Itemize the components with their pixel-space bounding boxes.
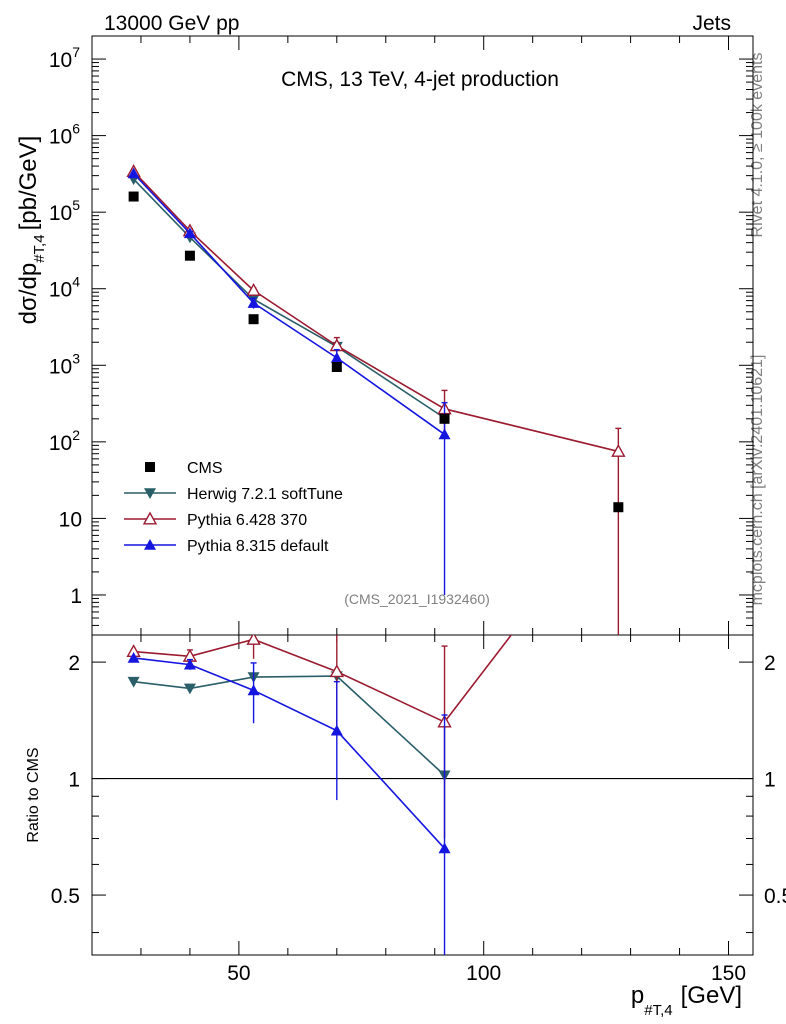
ratio-point-herwig-7-2-1-softtune: [183, 683, 196, 695]
x-tick-label: 150: [711, 962, 746, 985]
point-pythia-8-315-default: [330, 351, 343, 363]
legend-label-pythia-6-428-370: Pythia 6.428 370: [187, 512, 307, 529]
legend-marker-pythia-6-428-370: [142, 511, 158, 525]
point-pythia-8-315-default: [438, 428, 451, 440]
ratio-line-herwig-7-2-1-softtune: [133, 675, 446, 776]
header-right: Jets: [692, 12, 731, 35]
y-tick-label: 106: [49, 121, 80, 149]
rivet-label: Rivet 4.1.0, ≥ 100k events: [749, 53, 766, 238]
legend-label-cms: CMS: [187, 460, 223, 477]
chart-title: CMS, 13 TeV, 4-jet production: [281, 68, 559, 91]
ratio-point-pythia-8-315-default: [127, 651, 140, 663]
ratio-point-pythia-8-315-default: [330, 724, 343, 736]
y-tick-label: 105: [49, 197, 80, 225]
point-pythia-6-428-370: [246, 282, 261, 296]
point-cms: [331, 361, 342, 372]
point-cms: [128, 191, 139, 202]
header-left: 13000 GeV pp: [104, 12, 239, 35]
ratio-point-pythia-8-315-default: [247, 684, 260, 696]
y-tick-label: 103: [49, 350, 80, 378]
ratio-point-herwig-7-2-1-softtune: [127, 676, 140, 688]
y-tick-label: 1: [70, 585, 82, 608]
point-cms: [613, 502, 624, 513]
y-tick-label: 102: [49, 427, 80, 455]
ratio-line-pythia-6-428-370: [133, 635, 513, 724]
ratio-point-pythia-6-428-370: [329, 664, 345, 678]
point-pythia-8-315-default: [247, 297, 260, 308]
legend-marker-cms: [145, 462, 155, 472]
ratio-y-label: Ratio to CMS: [25, 747, 42, 842]
point-cms: [248, 314, 259, 325]
ratio-tick-label-right: 0.5: [764, 885, 786, 908]
y-tick-label: 10: [59, 508, 82, 531]
y-tick-label: 107: [49, 44, 80, 72]
ratio-tick-label-right: 2: [764, 652, 776, 675]
series-line-pythia-8-315-default: [133, 172, 445, 436]
ratio-tick-label: 0.5: [51, 885, 80, 908]
x-tick-label: 50: [227, 962, 250, 985]
svg-text:dσ/dp#T,4[pb/GeV]: dσ/dp#T,4 [pb/GeV]: [15, 136, 48, 325]
legend: CMS Herwig 7.2.1 softTune Pythia 6.428 370…: [124, 460, 343, 555]
ratio-point-pythia-8-315-default: [183, 658, 196, 670]
x-axis-label-main: p: [631, 982, 644, 1009]
legend-marker-pythia-8-315-default: [144, 539, 156, 550]
ratio-panel-frame: [91, 634, 754, 956]
y-axis-label: dσ/dp#T,4 [pb/GeV]: [15, 136, 48, 325]
point-pythia-8-315-default: [127, 167, 140, 179]
watermark: (CMS_2021_I1932460): [344, 591, 490, 607]
ratio-series: [126, 635, 513, 955]
x-axis-label: p#T,4 [GeV]: [631, 982, 742, 1019]
y-axis-label-unit: [pb/GeV]: [15, 136, 42, 231]
main-series: [126, 164, 626, 635]
legend-label-herwig-7-2-1-softtune: Herwig 7.2.1 softTune: [187, 486, 343, 503]
legend-label-pythia-8-315-default: Pythia 8.315 default: [187, 538, 329, 555]
y-axis-label-main: dσ/dp: [15, 263, 42, 325]
point-pythia-6-428-370: [611, 443, 626, 457]
y-axis-label-sub: #T,4: [31, 234, 48, 262]
point-cms: [184, 250, 195, 261]
ratio-tick-label: 2: [68, 652, 80, 675]
marks-group: [126, 164, 626, 955]
mcplots-label: mcplots.cern.ch [arXiv:2401.10621]: [749, 355, 766, 606]
series-line-pythia-6-428-370: [133, 170, 619, 453]
ratio-tick-label-right: 1: [764, 769, 776, 792]
y-tick-label: 104: [49, 274, 80, 302]
point-cms: [439, 413, 450, 424]
ratio-point-pythia-8-315-default: [438, 842, 451, 854]
point-pythia-8-315-default: [183, 227, 196, 239]
legend-marker-herwig-7-2-1-softtune: [144, 488, 156, 499]
ratio-point-pythia-6-428-370: [246, 635, 261, 645]
x-axis-label-unit: [GeV]: [681, 982, 742, 1009]
x-tick-label: 100: [466, 962, 501, 985]
x-axis-label-sub: #T,4: [644, 1002, 672, 1019]
ratio-tick-label: 1: [68, 769, 80, 792]
